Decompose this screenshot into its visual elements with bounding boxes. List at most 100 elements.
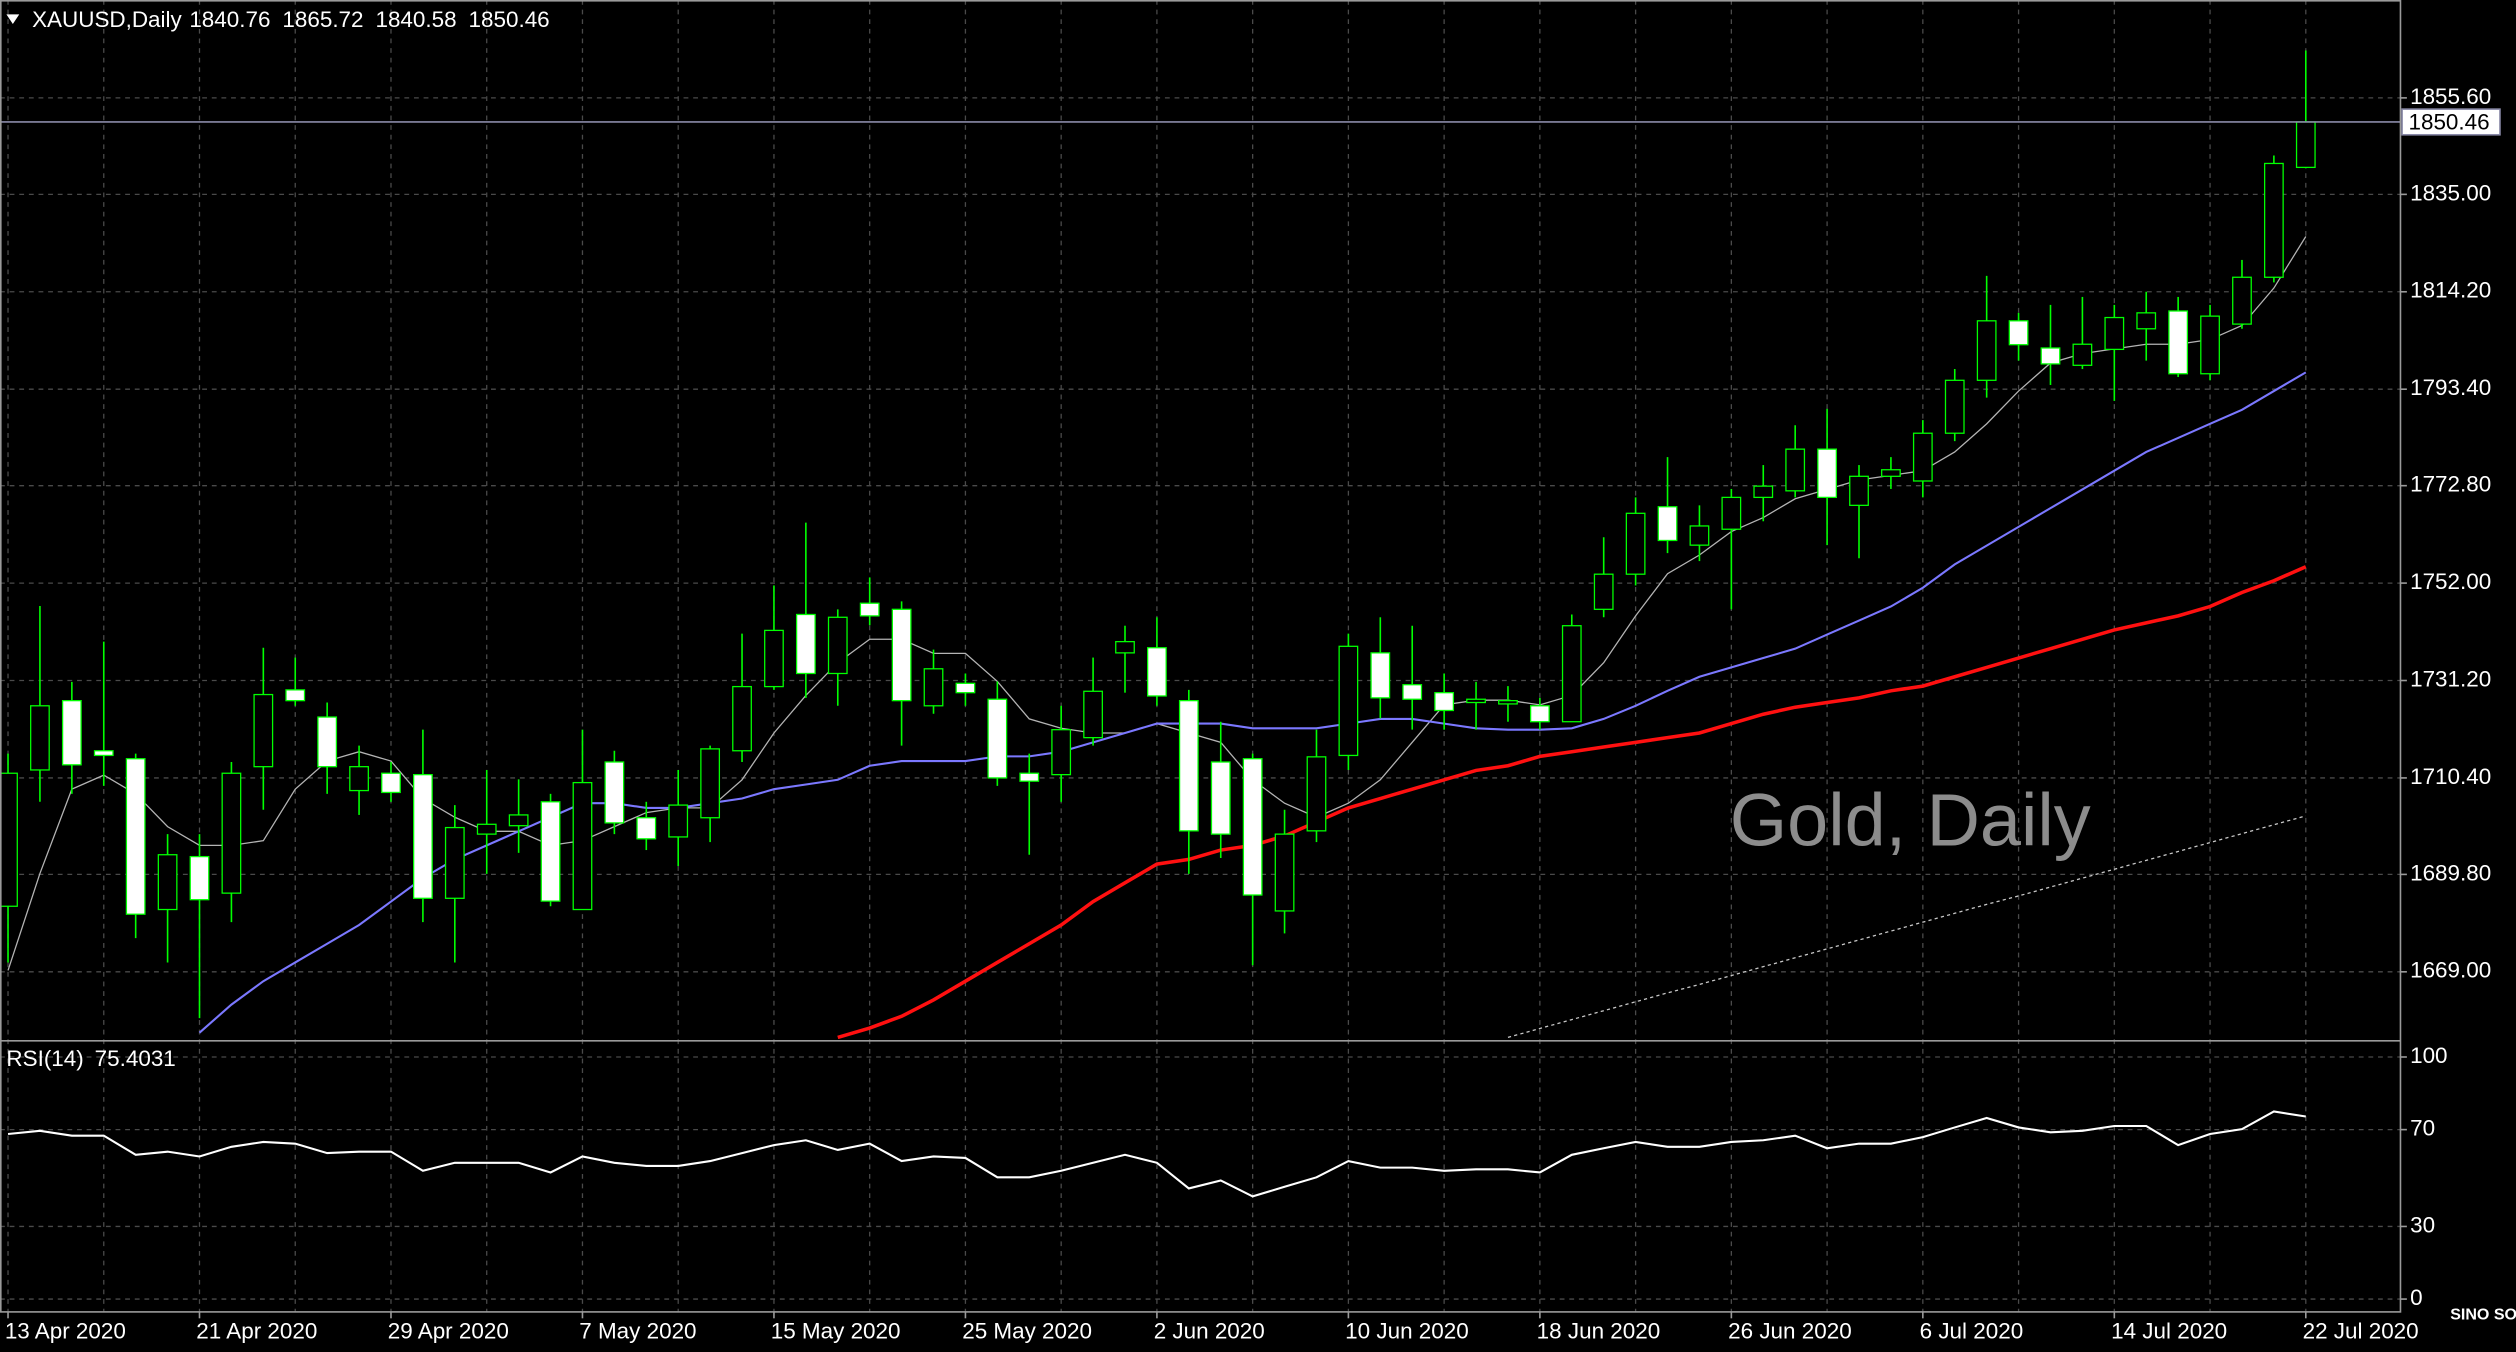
candle-body <box>795 613 816 675</box>
candle-body <box>1306 756 1327 832</box>
candle-body <box>2072 343 2093 366</box>
candle-body <box>221 772 242 894</box>
x-tick-label: 7 May 2020 <box>579 1319 696 1344</box>
candle-body <box>381 772 401 794</box>
candle-body <box>1881 469 1901 477</box>
candle-body <box>987 698 1008 779</box>
candle-body <box>636 817 657 840</box>
candle-body <box>1529 705 1550 723</box>
candle-body <box>923 668 944 707</box>
candle-body <box>827 616 848 675</box>
price-label: 1850.46 <box>2408 110 2489 135</box>
price-box <box>2401 108 2501 136</box>
y-tick-label: 0 <box>2410 1285 2422 1310</box>
candle-body <box>61 700 82 766</box>
y-tick-label: 1731.20 <box>2410 666 2491 691</box>
candle-body <box>1402 684 1423 700</box>
candle-body <box>2295 121 2316 169</box>
candle-body <box>2168 310 2189 375</box>
x-tick-label: 25 May 2020 <box>962 1319 1092 1344</box>
header-open: 1840.76 <box>189 7 270 32</box>
y-tick-label: 1669.00 <box>2410 958 2491 983</box>
candle-body <box>1912 432 1933 482</box>
candle-body <box>0 772 18 907</box>
x-tick-label: 6 Jul 2020 <box>1920 1319 2024 1344</box>
candle-body <box>1210 761 1231 835</box>
candle-body <box>1753 485 1774 499</box>
candle-body <box>1593 573 1614 610</box>
x-tick-label: 26 Jun 2020 <box>1728 1319 1852 1344</box>
candle-body <box>1498 700 1518 705</box>
x-tick-label: 10 Jun 2020 <box>1345 1319 1469 1344</box>
candle-body <box>1178 700 1199 832</box>
candle-body <box>1944 379 1965 434</box>
candle-body <box>891 608 912 702</box>
header-low: 1840.58 <box>375 7 456 32</box>
price-pane <box>0 50 2401 1040</box>
y-tick-label: 1689.80 <box>2410 860 2491 885</box>
x-tick-label: 29 Apr 2020 <box>388 1319 509 1344</box>
candle-body <box>2200 315 2220 375</box>
candle-body <box>413 774 433 899</box>
candle-body <box>764 629 784 688</box>
y-tick-label: 100 <box>2410 1043 2447 1068</box>
axis-layer: 13 Apr 2020 21 Apr 2020 29 Apr 2020 7 May 2… <box>5 84 2501 1344</box>
rsi-title: RSI(14) <box>6 1046 83 1071</box>
candle-body <box>1849 475 1869 506</box>
candle-body <box>1115 640 1135 654</box>
candle-body <box>1019 772 1040 782</box>
candle-body <box>157 854 178 911</box>
candle-body <box>1083 690 1103 739</box>
candle-body <box>1625 512 1646 575</box>
candle-body <box>508 814 529 827</box>
candle-body <box>1338 645 1359 757</box>
x-tick-label: 21 Apr 2020 <box>196 1319 317 1344</box>
chart-title: XAUUSD,Daily <box>32 7 182 32</box>
candle-body <box>955 682 976 694</box>
x-tick-label: 13 Apr 2020 <box>5 1319 126 1344</box>
y-tick-label: 1835.00 <box>2410 180 2491 205</box>
candle-body <box>1817 448 1837 499</box>
candle-body <box>1051 729 1072 776</box>
rsi-value: 75.4031 <box>95 1046 176 1071</box>
candle-body <box>700 748 721 819</box>
candle-body <box>1274 833 1295 912</box>
candle-body <box>2263 162 2284 278</box>
header-high: 1865.72 <box>282 7 363 32</box>
x-tick-label: 22 Jul 2020 <box>2303 1319 2419 1344</box>
menu-arrow[interactable] <box>6 14 20 25</box>
candle-body <box>93 750 114 757</box>
candle-body <box>476 823 497 835</box>
moving-average <box>837 565 2307 1040</box>
rsi-line <box>7 1110 2306 1198</box>
x-tick-label: 15 May 2020 <box>771 1319 901 1344</box>
y-tick-label: 70 <box>2410 1116 2435 1141</box>
candle-body <box>1242 758 1263 896</box>
candle-body <box>285 689 306 702</box>
rsi-pane <box>7 1110 2306 1198</box>
candle-body <box>1657 506 1678 542</box>
y-tick-label: 1710.40 <box>2410 764 2491 789</box>
y-tick-label: 1772.80 <box>2410 472 2491 497</box>
candle-body <box>604 761 625 824</box>
candle-body <box>444 826 465 899</box>
frame <box>0 0 2402 1313</box>
x-tick-label: 2 Jun 2020 <box>1154 1319 1265 1344</box>
header-close: 1850.46 <box>469 7 550 32</box>
candle-body <box>1785 448 1806 492</box>
candle-body <box>1466 698 1486 704</box>
candle-body <box>1147 647 1167 697</box>
candle-body <box>125 758 146 915</box>
candle-body <box>2136 312 2157 330</box>
candle-body <box>2040 347 2061 365</box>
candle-body <box>2232 276 2252 325</box>
x-tick-label: 18 Jun 2020 <box>1537 1319 1661 1344</box>
y-tick-label: 1814.20 <box>2410 278 2491 303</box>
candle-body <box>1976 320 1997 381</box>
candle-body <box>732 685 752 752</box>
annotation: Gold, Daily <box>1730 778 2091 861</box>
x-tick-label: 14 Jul 2020 <box>2111 1319 2227 1344</box>
y-tick-label: 1752.00 <box>2410 569 2491 594</box>
candle-body <box>1434 692 1455 712</box>
